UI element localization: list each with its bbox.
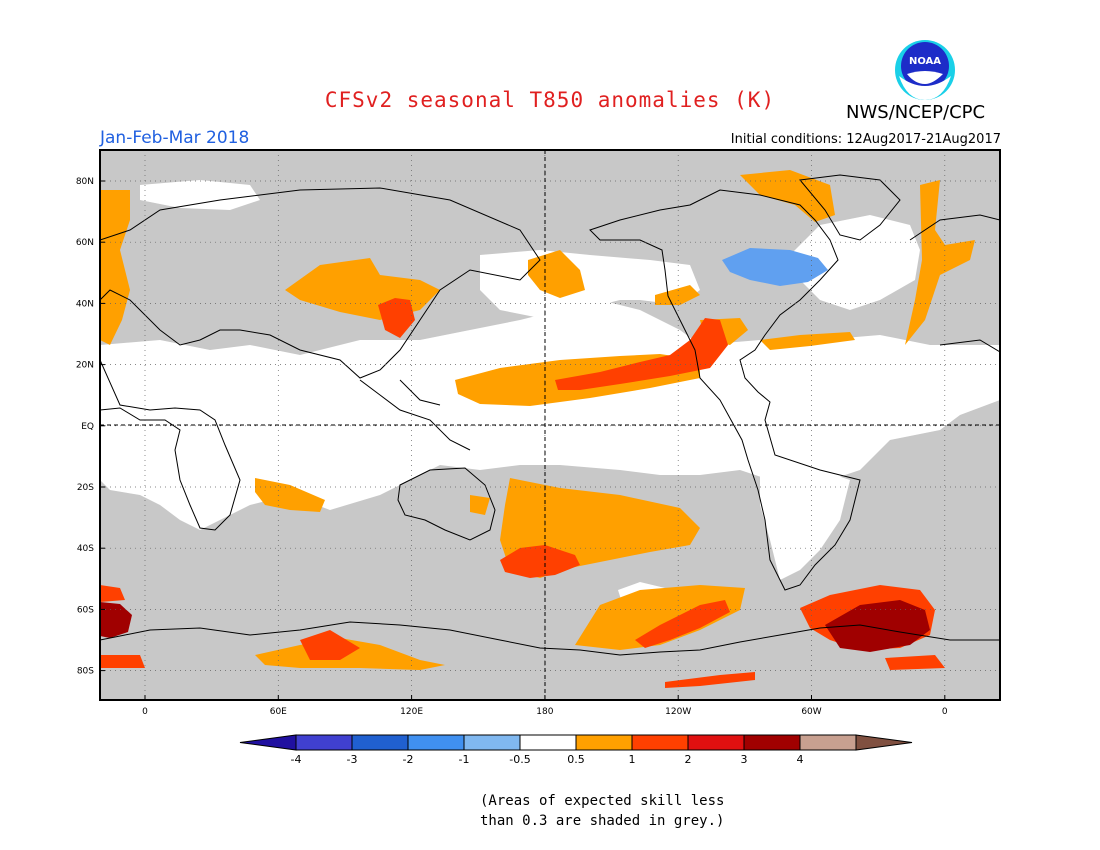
colorbar-swatch [239, 734, 297, 751]
southern-ocean-red [635, 600, 730, 648]
southern-ocean-orange [575, 585, 745, 650]
lat-label: EQ [81, 422, 94, 432]
sw-atlantic-red [800, 585, 935, 650]
colorbar-label: 2 [685, 753, 692, 766]
colorbar-label: 4 [797, 753, 804, 766]
lat-label: 20N [76, 361, 94, 371]
north-pacific-orange [528, 250, 585, 298]
initial-conditions-label: Initial conditions: 12Aug2017-21Aug2017 [730, 132, 1001, 147]
white-arctic-strip [140, 180, 260, 210]
atlantic-orange [760, 332, 855, 350]
lat-label: 60N [76, 238, 94, 248]
colorbar-swatch [687, 734, 745, 751]
colorbar-label: -3 [347, 753, 358, 766]
lon-label: 0 [942, 707, 948, 717]
east-asia-red [378, 298, 415, 338]
anomaly-0-5-to-1-areas [100, 170, 975, 670]
indian-ocean-orange [255, 478, 325, 512]
lon-label: 60W [801, 707, 821, 717]
lat-label: 80N [76, 177, 94, 187]
ross-sea-red [665, 672, 755, 688]
colorbar-label: -2 [403, 753, 414, 766]
europe-orange [905, 180, 975, 345]
map-frame [99, 149, 1001, 701]
colorbar-swatch [407, 734, 465, 751]
coast-southeast-asia [359, 379, 471, 451]
colorbar-label: -0.5 [509, 753, 530, 766]
lat-label: 20S [77, 483, 94, 493]
anomaly-1-to-2-areas [100, 298, 945, 688]
white-south-pacific-blob [618, 582, 668, 614]
colorbar-swatch [519, 734, 577, 751]
colorbar-label: 0.5 [567, 753, 585, 766]
white-north-atlantic [790, 215, 920, 310]
lon-label: 60E [270, 707, 287, 717]
new-zealand-red [500, 545, 580, 578]
colorbar-label: -4 [291, 753, 302, 766]
longitude-labels: 0 60E 120E 180 120W 60W 0 [142, 695, 948, 717]
australia-orange [470, 495, 490, 515]
colorbar-labels: -4 -3 -2 -1 -0.5 0.5 1 2 3 4 [291, 753, 804, 766]
gridlines [100, 150, 1000, 700]
antarctic-orange [255, 638, 445, 670]
antarctic-red [300, 630, 360, 660]
coast-greenland [799, 174, 901, 241]
noaa-logo: NOAA [893, 38, 957, 106]
colorbar-swatch [631, 734, 689, 751]
white-south-america [760, 470, 850, 580]
lat-label: 80S [77, 667, 94, 677]
lon-label: 180 [536, 707, 553, 717]
anomaly-2-to-3-areas [100, 600, 930, 652]
lat-label: 60S [77, 605, 94, 615]
agency-label: NWS/NCEP/CPC [846, 102, 986, 123]
colorbar-swatch [855, 734, 913, 751]
coast-antarctica [100, 621, 1000, 656]
colorbar-swatch [463, 734, 521, 751]
colorbar-swatch [295, 734, 353, 751]
lat-label: 40S [77, 544, 94, 554]
white-north-pacific [480, 250, 700, 318]
weddell-darkred [825, 600, 930, 652]
lat-label: 40N [76, 299, 94, 309]
coastlines [100, 174, 1000, 656]
west-orange [100, 190, 130, 345]
south-atlantic-darkred [100, 602, 132, 638]
white-tropical-band [100, 300, 1000, 530]
colorbar-label: -1 [459, 753, 470, 766]
skill-footnote: (Areas of expected skill less than 0.3 a… [480, 791, 724, 831]
lon-label: 0 [142, 707, 148, 717]
coast-north-america [589, 189, 861, 591]
colorbar-swatch [575, 734, 633, 751]
antarctic-red-right [885, 655, 945, 670]
south-atlantic-red-left [100, 585, 125, 602]
colorbar-swatch [743, 734, 801, 751]
coast-africa [100, 339, 1000, 531]
season-label: Jan-Feb-Mar 2018 [100, 128, 250, 148]
lon-label: 120E [400, 707, 423, 717]
coast-australia [397, 467, 496, 541]
lon-label: 120W [665, 707, 691, 717]
pacific-nw-orange [655, 285, 700, 305]
low-skill-background [100, 150, 1000, 700]
latitude-labels: 80N 60N 40N 20N EQ 20S 40S 60S 80S [76, 177, 105, 677]
hawaii-orange [700, 318, 748, 345]
chart-title: CFSv2 seasonal T850 anomalies (K) [324, 88, 776, 112]
asia-orange [285, 258, 440, 320]
ne-pacific-red [555, 318, 728, 390]
coast-eurasia [100, 187, 1000, 379]
colorbar [239, 734, 913, 751]
colorbar-label: 3 [741, 753, 748, 766]
footnote-line-2: than 0.3 are shaded in grey.) [480, 813, 725, 829]
eq-pacific-orange [455, 354, 700, 406]
antarctic-red-left [100, 655, 145, 668]
colorbar-swatch [799, 734, 857, 751]
s-pacific-orange [500, 478, 700, 578]
negative-anomaly-north-america [722, 248, 828, 286]
footnote-line-1: (Areas of expected skill less [480, 793, 725, 809]
noaa-logo-text: NOAA [909, 56, 941, 67]
colorbar-swatch [351, 734, 409, 751]
colorbar-label: 1 [629, 753, 636, 766]
greenland-orange [740, 170, 835, 222]
